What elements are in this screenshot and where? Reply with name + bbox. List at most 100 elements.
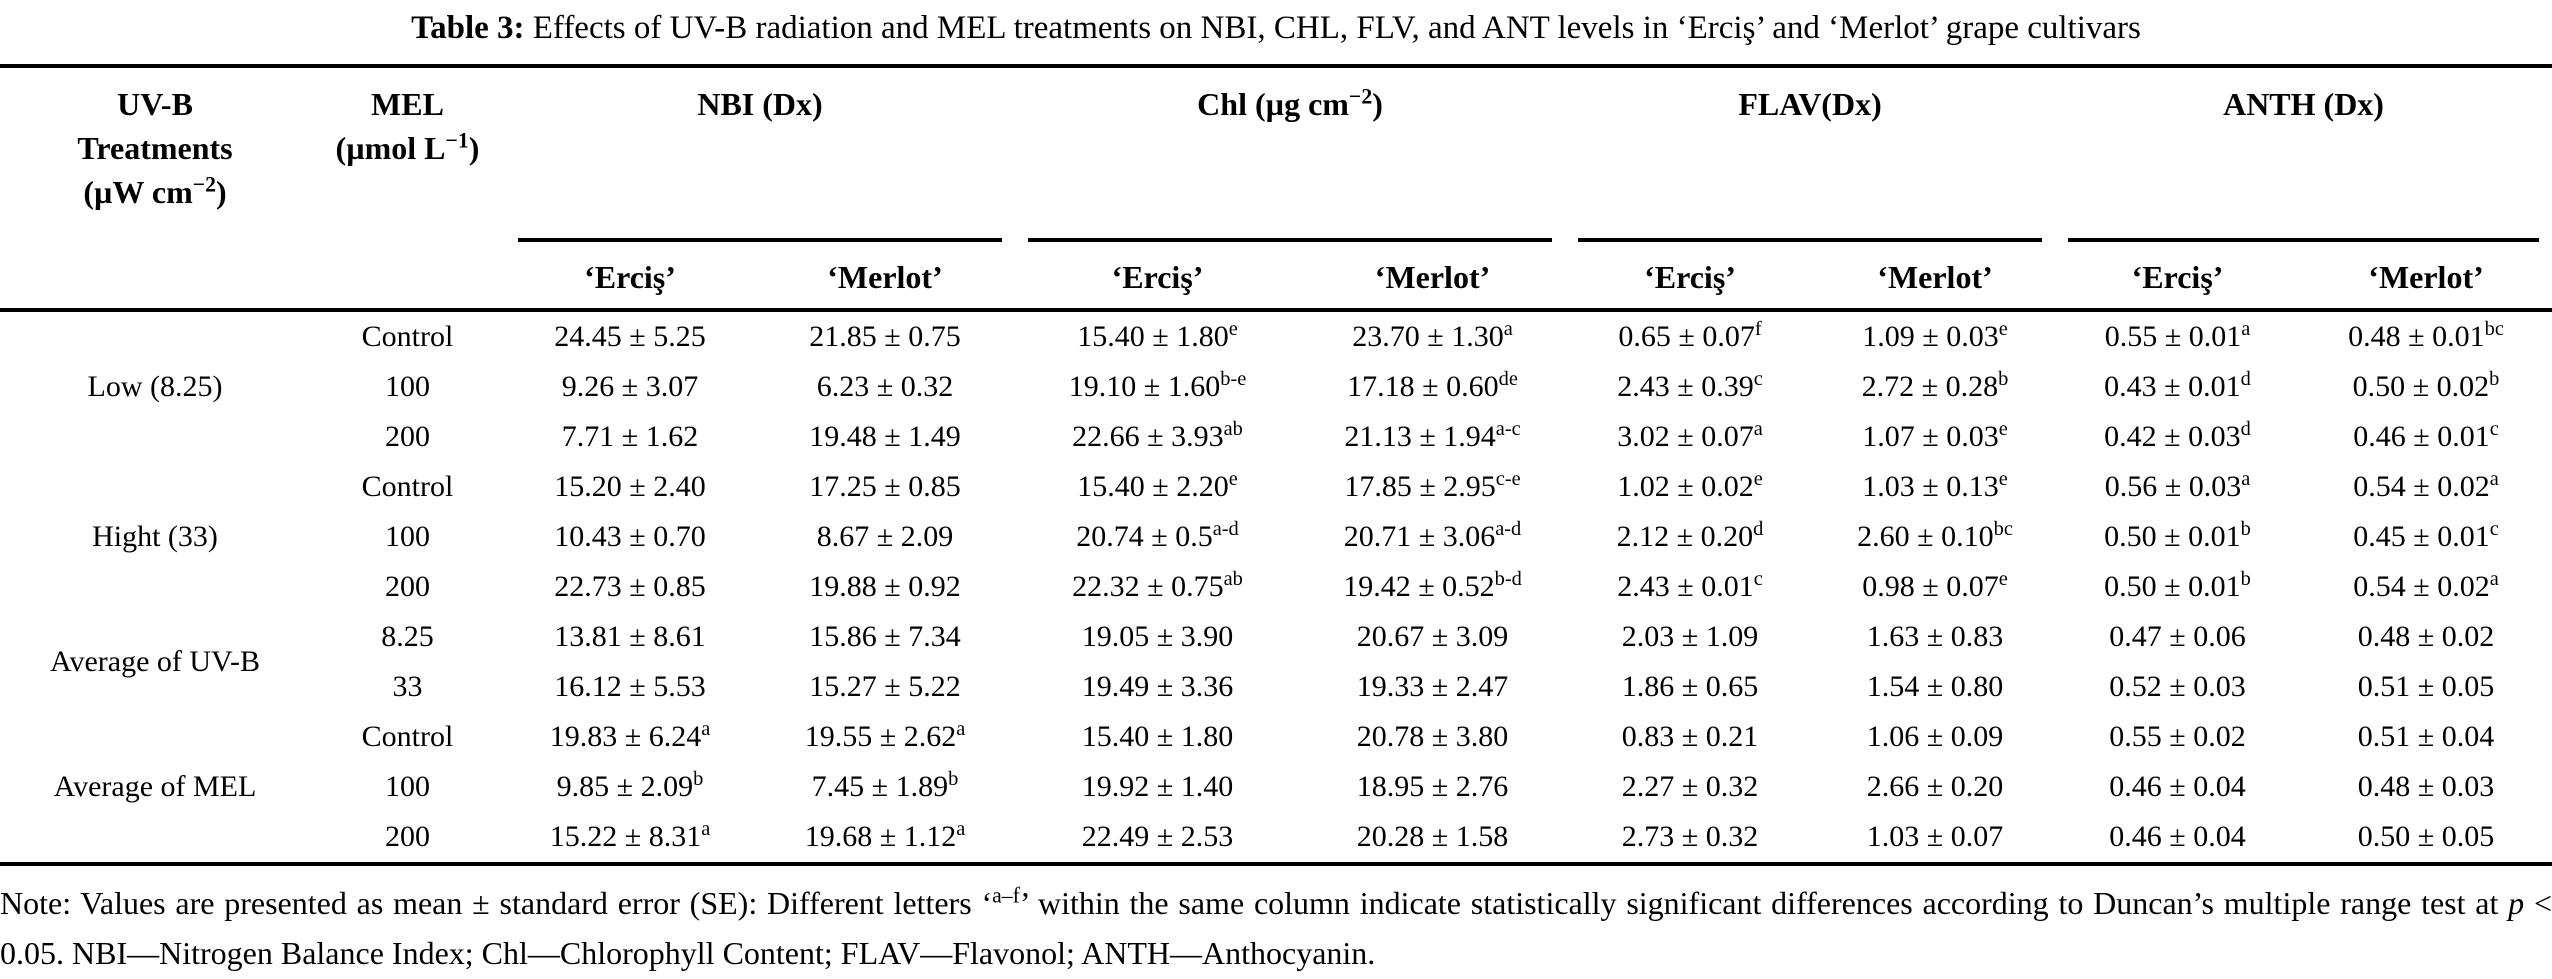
value-cell: 20.71 ± 3.06a-d — [1343, 518, 1522, 553]
value-cell: 0.83 ± 0.21 — [1621, 720, 1759, 753]
mel-level-cell: 200 — [385, 570, 430, 603]
col-header-mel: MEL (µmol L−1) — [335, 86, 480, 166]
mel-level-cell: 100 — [385, 520, 430, 553]
value-cell: 15.27 ± 5.22 — [809, 670, 961, 703]
table-caption: Table 3: Effects of UV-B radiation and M… — [0, 0, 2552, 64]
anth-spanner-cell — [2055, 238, 2552, 246]
col-header-chl-merlot: ‘Merlot’ — [1374, 258, 1491, 295]
results-table: UV-B Treatments (µW cm−2) MEL (µmol L−1)… — [0, 64, 2552, 866]
value-cell: 2.66 ± 0.20 — [1866, 770, 2004, 803]
col-header-flav-merlot: ‘Merlot’ — [1877, 258, 1993, 295]
col-group-flav: FLAV(Dx) — [1738, 86, 1882, 122]
table-row: Low (8.25) Control 24.45 ± 5.25 21.85 ± 0.7… — [0, 310, 2552, 403]
value-cell: 1.86 ± 0.65 — [1621, 670, 1759, 703]
value-cell: 0.65 ± 0.07f — [1618, 318, 1762, 353]
value-cell: 0.50 ± 0.05 — [2357, 820, 2495, 853]
value-cell: 2.43 ± 0.39c — [1617, 368, 1763, 403]
col-group-anth: ANTH (Dx) — [2223, 86, 2384, 122]
nbi-spanner-rule — [518, 238, 1003, 242]
value-cell: 15.22 ± 8.31a — [549, 818, 711, 853]
mel-level-cell: Control — [361, 320, 454, 353]
mel-level-cell: 200 — [385, 420, 430, 453]
value-cell: 19.55 ± 2.62a — [804, 718, 966, 753]
value-cell: 18.95 ± 2.76 — [1356, 770, 1509, 803]
value-cell: 2.03 ± 1.09 — [1621, 620, 1759, 653]
value-cell: 2.73 ± 0.32 — [1621, 820, 1759, 853]
mel-level-cell: Control — [361, 470, 454, 503]
value-cell: 23.70 ± 1.30a — [1352, 318, 1513, 353]
anth-spanner-rule — [2068, 238, 2540, 242]
table-header: UV-B Treatments (µW cm−2) MEL (µmol L−1)… — [0, 66, 2552, 310]
value-cell: 0.54 ± 0.02a — [2353, 568, 2499, 603]
value-cell: 19.05 ± 3.90 — [1081, 620, 1234, 653]
value-cell: 0.55 ± 0.01a — [2104, 318, 2251, 353]
value-cell: 0.46 ± 0.04 — [2109, 770, 2246, 803]
value-cell: 24.45 ± 5.25 — [554, 320, 706, 353]
value-cell: 2.27 ± 0.32 — [1621, 770, 1759, 803]
value-cell: 21.85 ± 0.75 — [809, 320, 961, 353]
value-cell: 0.56 ± 0.03a — [2104, 468, 2251, 503]
header-row-groups: UV-B Treatments (µW cm−2) MEL (µmol L−1)… — [0, 66, 2552, 238]
col-group-nbi: NBI (Dx) — [697, 86, 823, 122]
value-cell: 2.60 ± 0.10bc — [1857, 518, 2013, 553]
value-cell: 10.43 ± 0.70 — [554, 520, 706, 553]
value-cell: 0.52 ± 0.03 — [2109, 670, 2246, 703]
value-cell: 17.85 ± 2.95c-e — [1344, 468, 1521, 503]
col-header-anth-merlot: ‘Merlot’ — [2368, 258, 2484, 295]
value-cell: 19.33 ± 2.47 — [1356, 670, 1509, 703]
value-cell: 1.03 ± 0.13e — [1862, 468, 2008, 503]
value-cell: 17.18 ± 0.60de — [1347, 368, 1518, 403]
value-cell: 9.85 ± 2.09b — [556, 768, 704, 803]
flav-spanner-rule — [1578, 238, 2043, 242]
value-cell: 2.43 ± 0.01c — [1617, 568, 1763, 603]
value-cell: 7.45 ± 1.89b — [811, 768, 959, 803]
table-caption-text: Effects of UV-B radiation and MEL treatm… — [532, 10, 2141, 46]
value-cell: 19.92 ± 1.40 — [1081, 770, 1234, 803]
value-cell: 0.42 ± 0.03d — [2104, 418, 2251, 453]
value-cell: 0.48 ± 0.03 — [2357, 770, 2495, 803]
mel-level-cell: 100 — [385, 370, 430, 403]
col-header-uvb-treatments: UV-B Treatments (µW cm−2) — [77, 86, 233, 210]
mel-level-cell: 100 — [385, 770, 430, 803]
value-cell: 1.54 ± 0.80 — [1866, 670, 2004, 703]
value-cell: 0.43 ± 0.01d — [2104, 368, 2251, 403]
value-cell: 22.73 ± 0.85 — [554, 570, 706, 603]
value-cell: 0.51 ± 0.04 — [2357, 720, 2495, 753]
row-group-label: Hight (33) — [92, 520, 218, 553]
value-cell: 0.48 ± 0.01bc — [2348, 318, 2504, 353]
value-cell: 19.48 ± 1.49 — [809, 420, 961, 453]
header-row-cultivars: ‘Erciş’ ‘Merlot’ ‘Erciş’ ‘Merlot’ ‘Erciş… — [0, 246, 2552, 310]
table-row: 200 7.71 ± 1.62 19.48 ± 1.49 22.66 ± 3.93ab… — [0, 412, 2552, 462]
value-cell: 1.03 ± 0.07 — [1866, 820, 2004, 853]
flav-spanner-cell — [1565, 238, 2055, 246]
table-caption-label: Table 3: — [411, 10, 525, 46]
value-cell: 19.68 ± 1.12a — [804, 818, 966, 853]
row-group-label: Average of UV-B — [50, 645, 260, 678]
value-cell: 20.28 ± 1.58 — [1356, 820, 1509, 853]
value-cell: 0.45 ± 0.01c — [2353, 518, 2499, 553]
table-row: 100 9.85 ± 2.09b 7.45 ± 1.89b 19.92 ± 1.40 1… — [0, 762, 2552, 812]
table-row: 100 10.43 ± 0.70 8.67 ± 2.09 20.74 ± 0.5a-d… — [0, 512, 2552, 562]
value-cell: 2.12 ± 0.20d — [1616, 518, 1764, 553]
mel-level-cell: 200 — [385, 820, 430, 853]
value-cell: 0.98 ± 0.07e — [1862, 568, 2008, 603]
value-cell: 0.51 ± 0.05 — [2357, 670, 2495, 703]
mel-level-cell: 8.25 — [381, 620, 434, 653]
value-cell: 0.50 ± 0.01b — [2104, 518, 2251, 553]
value-cell: 15.40 ± 1.80 — [1081, 720, 1234, 753]
value-cell: 6.23 ± 0.32 — [816, 370, 954, 403]
value-cell: 1.07 ± 0.03e — [1862, 418, 2008, 453]
value-cell: 20.67 ± 3.09 — [1356, 620, 1509, 653]
value-cell: 0.47 ± 0.06 — [2109, 620, 2246, 653]
col-header-nbi-ercis: ‘Erciş’ — [584, 258, 676, 295]
value-cell: 21.13 ± 1.94a-c — [1344, 418, 1521, 453]
chl-spanner-cell — [1015, 238, 1565, 246]
value-cell: 0.48 ± 0.02 — [2357, 620, 2495, 653]
table-row: 200 15.22 ± 8.31a 19.68 ± 1.12a 22.49 ± 2.5… — [0, 812, 2552, 864]
col-header-chl-ercis: ‘Erciş’ — [1111, 258, 1204, 295]
value-cell: 19.10 ± 1.60b-e — [1068, 368, 1247, 403]
table-row: 100 9.26 ± 3.07 6.23 ± 0.32 19.10 ± 1.60b-e… — [0, 362, 2552, 412]
col-header-flav-ercis: ‘Erciş’ — [1644, 258, 1736, 295]
value-cell: 0.54 ± 0.02a — [2353, 468, 2499, 503]
value-cell: 22.49 ± 2.53 — [1081, 820, 1234, 853]
